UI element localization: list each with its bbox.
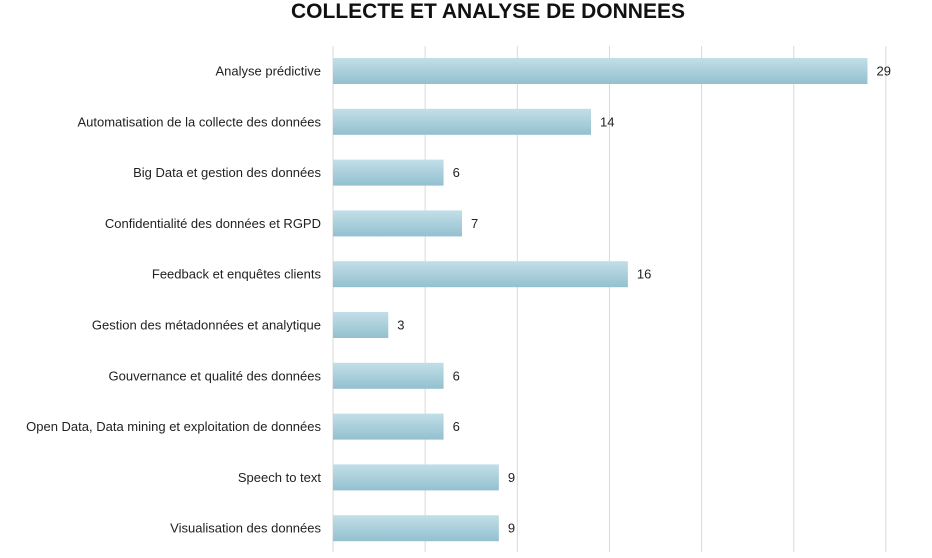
- data-label: 7: [471, 216, 478, 231]
- category-label: Confidentialité des données et RGPD: [105, 216, 321, 231]
- data-label: 6: [453, 368, 460, 383]
- category-label: Visualisation des données: [170, 521, 321, 536]
- bar: [333, 261, 628, 288]
- bar: [333, 210, 463, 237]
- data-label: 16: [637, 267, 651, 282]
- bar: [333, 362, 444, 389]
- category-label: Gestion des métadonnées et analytique: [92, 318, 321, 333]
- bar: [333, 159, 444, 186]
- data-label: 6: [453, 165, 460, 180]
- category-label: Speech to text: [238, 470, 321, 485]
- category-labels: Analyse prédictive Automatisation de la c…: [26, 64, 321, 536]
- data-label: 3: [397, 318, 404, 333]
- category-label: Open Data, Data mining et exploitation d…: [26, 419, 321, 434]
- bar: [333, 58, 868, 84]
- data-labels: 29 14 6 7 16 3 6 6 9 9: [397, 64, 891, 536]
- data-label: 9: [508, 470, 515, 485]
- bar: [333, 464, 499, 491]
- data-label: 14: [600, 114, 614, 129]
- category-label: Feedback et enquêtes clients: [152, 267, 322, 282]
- bars: [333, 58, 868, 542]
- category-label: Analyse prédictive: [216, 64, 322, 79]
- bar: [333, 312, 389, 338]
- bar: [333, 413, 444, 440]
- category-label: Gouvernance et qualité des données: [109, 368, 322, 383]
- category-label: Big Data et gestion des données: [133, 165, 321, 180]
- data-label: 9: [508, 521, 515, 536]
- data-label: 29: [876, 64, 890, 79]
- data-label: 6: [453, 419, 460, 434]
- bar: [333, 108, 592, 135]
- chart-title: COLLECTE ET ANALYSE DE DONNEES: [291, 0, 685, 23]
- category-label: Automatisation de la collecte des donnée…: [77, 114, 321, 129]
- bar: [333, 515, 499, 542]
